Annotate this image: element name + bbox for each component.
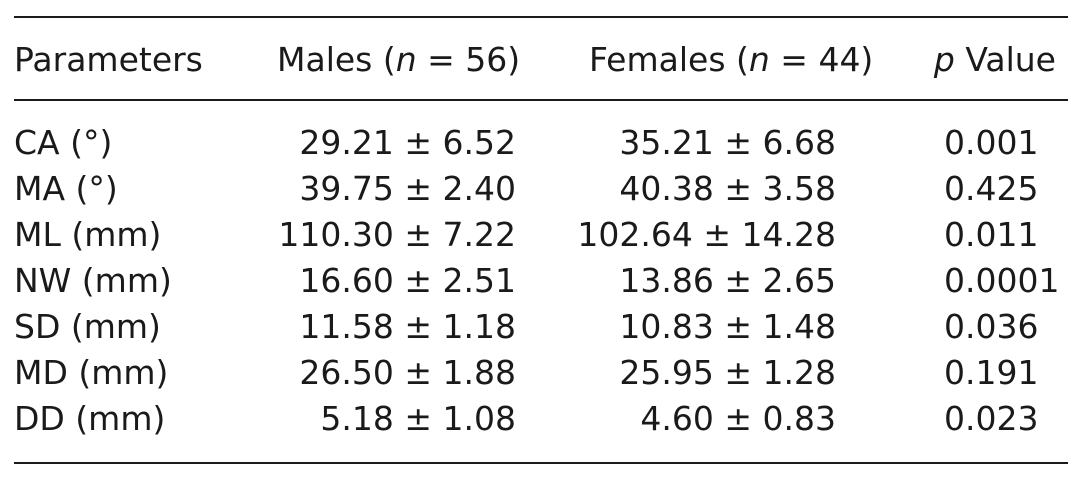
cell-males: 29.21 ± 6.52: [299, 123, 516, 162]
comparison-table: Parameters Males (n = 56) Females (n = 4…: [14, 0, 1068, 479]
cell-females: 10.83 ± 1.48: [619, 307, 836, 346]
header-males-suffix: = 56): [416, 40, 521, 79]
header-females: Females (n = 44): [589, 40, 873, 80]
table-bottom-rule: [14, 462, 1068, 464]
cell-parameter: NW (mm): [14, 261, 172, 300]
cell-p-value: 0.0001: [944, 261, 1060, 300]
cell-p-value: 0.023: [944, 399, 1039, 438]
cell-females: 25.95 ± 1.28: [619, 353, 836, 392]
header-females-n: n: [748, 40, 770, 79]
table-row: SD (mm) 11.58 ± 1.18 10.83 ± 1.48 0.036: [14, 307, 1068, 353]
header-females-suffix: = 44): [769, 40, 874, 79]
header-males: Males (n = 56): [277, 40, 520, 80]
cell-parameter: SD (mm): [14, 307, 161, 346]
cell-males: 16.60 ± 2.51: [299, 261, 516, 300]
cell-females: 35.21 ± 6.68: [619, 123, 836, 162]
cell-males: 5.18 ± 1.08: [320, 399, 516, 438]
cell-parameter: DD (mm): [14, 399, 166, 438]
cell-p-value: 0.036: [944, 307, 1039, 346]
cell-parameter: ML (mm): [14, 215, 162, 254]
cell-parameter: MD (mm): [14, 353, 169, 392]
cell-females: 4.60 ± 0.83: [640, 399, 836, 438]
table-row: MD (mm) 26.50 ± 1.88 25.95 ± 1.28 0.191: [14, 353, 1068, 399]
cell-females: 13.86 ± 2.65: [619, 261, 836, 300]
table-top-rule: [14, 16, 1068, 18]
table-row: ML (mm) 110.30 ± 7.22 102.64 ± 14.28 0.0…: [14, 215, 1068, 261]
header-p-suffix: Value: [954, 40, 1056, 79]
table-row: CA (°) 29.21 ± 6.52 35.21 ± 6.68 0.001: [14, 123, 1068, 169]
cell-females: 102.64 ± 14.28: [577, 215, 836, 254]
table-row: NW (mm) 16.60 ± 2.51 13.86 ± 2.65 0.0001: [14, 261, 1068, 307]
cell-p-value: 0.011: [944, 215, 1039, 254]
header-females-prefix: Females (: [589, 40, 749, 79]
header-p-symbol: p: [933, 40, 955, 79]
cell-p-value: 0.425: [944, 169, 1039, 208]
cell-parameter: MA (°): [14, 169, 118, 208]
cell-p-value: 0.001: [944, 123, 1039, 162]
header-p-value: p Value: [934, 40, 1056, 80]
table-header-rule: [14, 99, 1068, 101]
cell-males: 39.75 ± 2.40: [299, 169, 516, 208]
cell-parameter: CA (°): [14, 123, 113, 162]
cell-males: 11.58 ± 1.18: [299, 307, 516, 346]
table-row: DD (mm) 5.18 ± 1.08 4.60 ± 0.83 0.023: [14, 399, 1068, 445]
cell-males: 110.30 ± 7.22: [278, 215, 516, 254]
header-males-prefix: Males (: [277, 40, 396, 79]
cell-males: 26.50 ± 1.88: [299, 353, 516, 392]
cell-females: 40.38 ± 3.58: [619, 169, 836, 208]
header-parameters: Parameters: [14, 40, 203, 79]
cell-p-value: 0.191: [944, 353, 1039, 392]
table-row: MA (°) 39.75 ± 2.40 40.38 ± 3.58 0.425: [14, 169, 1068, 215]
header-males-n: n: [395, 40, 417, 79]
